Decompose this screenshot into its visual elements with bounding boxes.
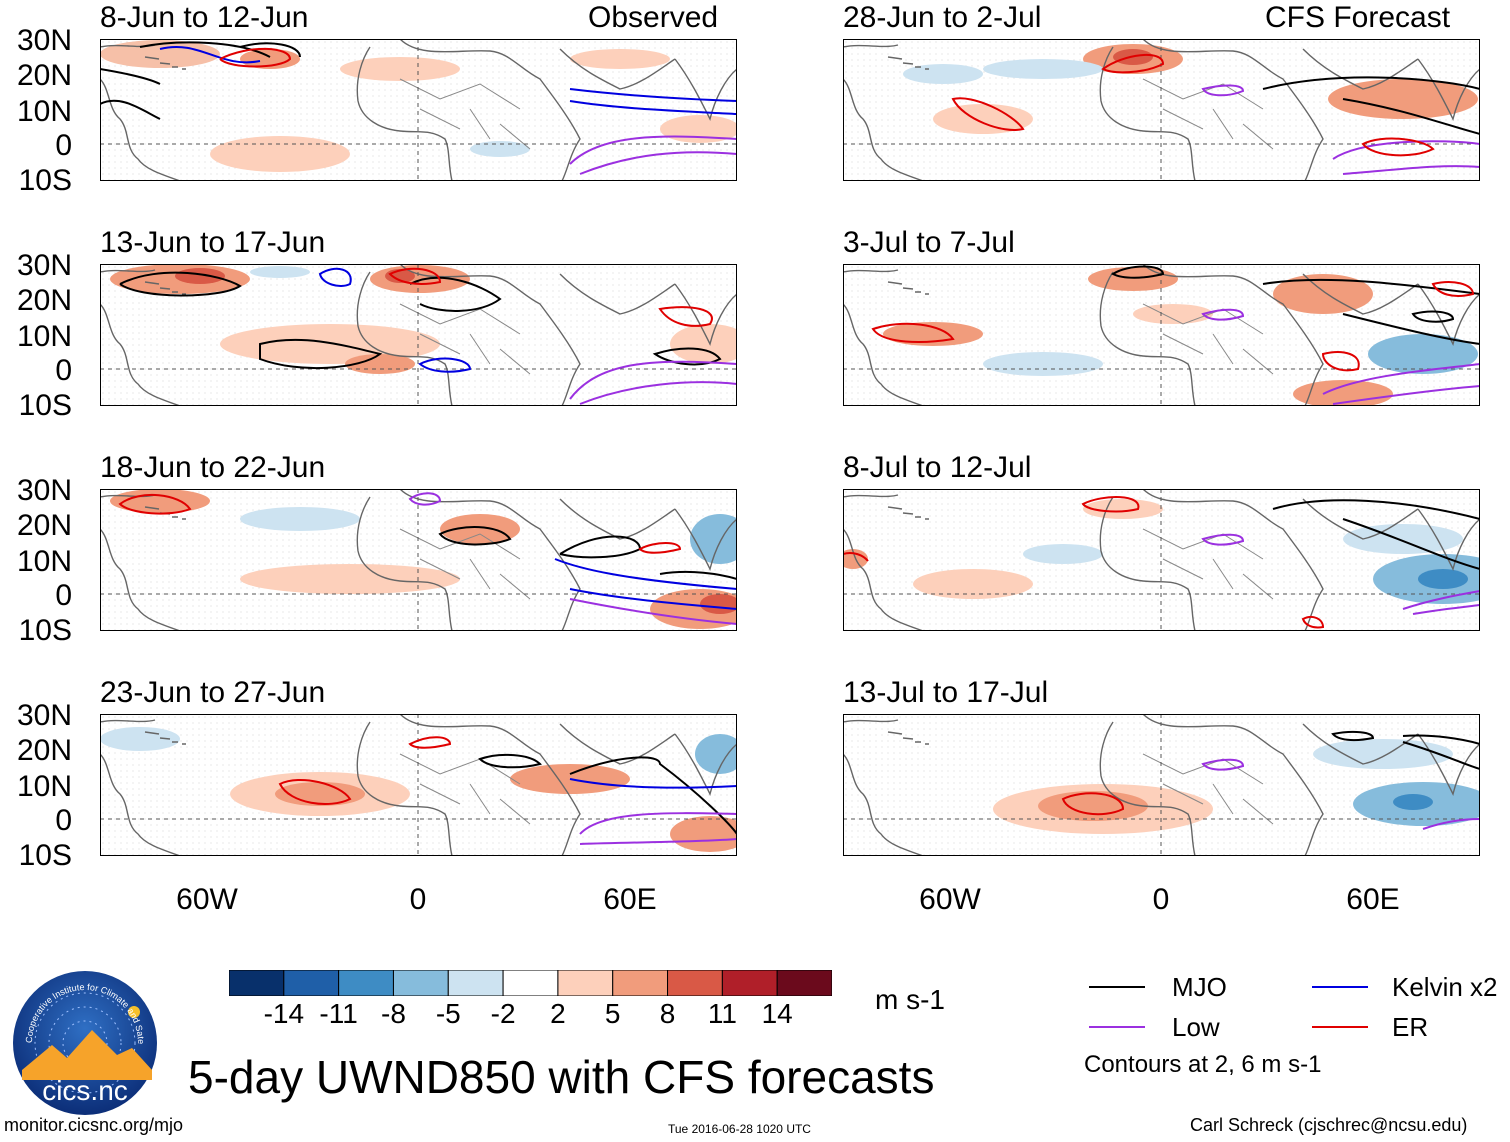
footer-timestamp: Tue 2016-06-28 1020 UTC bbox=[668, 1122, 811, 1136]
map-panel bbox=[843, 489, 1480, 631]
y-tick-label: 30N bbox=[16, 474, 72, 507]
map-panel bbox=[100, 39, 737, 181]
legend-label-low: Low bbox=[1172, 1012, 1220, 1042]
x-tick-label: 60E bbox=[603, 883, 657, 916]
logo-text: cics.nc bbox=[42, 1075, 128, 1106]
y-tick-label: 0 bbox=[55, 579, 72, 612]
y-tick-label: 30N bbox=[16, 699, 72, 732]
main-title: 5-day UWND850 with CFS forecasts bbox=[188, 1051, 935, 1103]
colorbar-label: -14 bbox=[263, 998, 305, 1029]
section-label-forecast: CFS Forecast bbox=[1265, 1, 1451, 34]
panel-title: 8-Jul to 12-Jul bbox=[843, 451, 1032, 484]
y-tick-label: 20N bbox=[16, 509, 72, 542]
colorbar-swatch bbox=[283, 969, 340, 997]
colorbar-swatch bbox=[338, 969, 394, 997]
colorbar-swatch bbox=[667, 969, 723, 997]
x-tick-label: 60W bbox=[176, 883, 238, 916]
x-tick-label: 60W bbox=[919, 883, 981, 916]
colorbar-swatch bbox=[447, 969, 504, 997]
section-label-observed: Observed bbox=[588, 1, 719, 34]
map-panel bbox=[843, 39, 1480, 181]
colorbar-swatch bbox=[502, 969, 559, 997]
colorbar-label: -11 bbox=[319, 998, 358, 1029]
map-panel bbox=[843, 714, 1480, 856]
colorbar-swatch bbox=[392, 969, 449, 997]
x-tick-label: 0 bbox=[409, 883, 427, 916]
legend-line-kelvin bbox=[1312, 986, 1368, 988]
y-tick-label: 10N bbox=[16, 95, 72, 128]
colorbar-swatch bbox=[228, 969, 285, 997]
footer-credit: Carl Schreck (cjschrec@ncsu.edu) bbox=[1190, 1115, 1468, 1135]
colorbar-swatch bbox=[721, 969, 778, 997]
colorbar-label: 5 bbox=[604, 998, 621, 1029]
legend-line-mjo bbox=[1089, 986, 1145, 988]
panel-title: 23-Jun to 27-Jun bbox=[100, 676, 326, 709]
y-tick-label: 0 bbox=[55, 129, 72, 162]
colorbar-swatch bbox=[612, 969, 669, 997]
colorbar-label: -8 bbox=[381, 998, 406, 1029]
y-tick-label: 30N bbox=[16, 249, 72, 282]
y-tick-label: 30N bbox=[16, 24, 72, 57]
y-tick-label: 10S bbox=[18, 614, 72, 647]
y-tick-label: 0 bbox=[55, 354, 72, 387]
colorbar-label: -5 bbox=[435, 998, 461, 1029]
map-panel bbox=[100, 264, 737, 406]
panel-title: 13-Jun to 17-Jun bbox=[100, 226, 326, 259]
cics-logo: cics.nc Cooperative Institute for Climat… bbox=[9, 962, 158, 1116]
colorbar-label: 2 bbox=[550, 998, 566, 1029]
legend-label-mjo: MJO bbox=[1172, 972, 1227, 1002]
colorbar-unit: m s-1 bbox=[875, 984, 945, 1015]
legend-line-er bbox=[1312, 1026, 1368, 1028]
y-tick-label: 20N bbox=[16, 284, 72, 317]
x-tick-label: 60E bbox=[1346, 883, 1400, 916]
y-tick-label: 10N bbox=[16, 545, 72, 578]
panel-title: 8-Jun to 12-Jun bbox=[100, 1, 309, 34]
y-tick-label: 10S bbox=[18, 389, 72, 422]
panel-title: 18-Jun to 22-Jun bbox=[100, 451, 326, 484]
y-tick-label: 10S bbox=[18, 164, 72, 197]
colorbar-swatch bbox=[776, 969, 833, 997]
y-tick-label: 10S bbox=[18, 839, 72, 872]
y-tick-label: 10N bbox=[16, 770, 72, 803]
legend-note: Contours at 2, 6 m s-1 bbox=[1084, 1051, 1322, 1078]
colorbar-label: -2 bbox=[490, 998, 516, 1029]
y-tick-label: 20N bbox=[16, 59, 72, 92]
map-panel bbox=[843, 264, 1480, 406]
legend-label-kelvin: Kelvin x2 bbox=[1392, 972, 1498, 1002]
legend-line-low bbox=[1089, 1026, 1145, 1028]
colorbar-label: 8 bbox=[659, 998, 676, 1029]
panel-title: 13-Jul to 17-Jul bbox=[843, 676, 1049, 709]
colorbar-swatch bbox=[557, 969, 614, 997]
panel-title: 28-Jun to 2-Jul bbox=[843, 1, 1042, 34]
footer-url[interactable]: monitor.cicsnc.org/mjo bbox=[4, 1115, 184, 1135]
map-panel bbox=[100, 489, 737, 631]
colorbar bbox=[228, 969, 833, 997]
panel-title: 3-Jul to 7-Jul bbox=[843, 226, 1015, 259]
y-tick-label: 10N bbox=[16, 320, 72, 353]
colorbar-label: 11 bbox=[707, 998, 737, 1029]
x-tick-label: 0 bbox=[1152, 883, 1170, 916]
y-tick-label: 20N bbox=[16, 734, 72, 767]
map-panel bbox=[100, 714, 737, 856]
y-tick-label: 0 bbox=[55, 804, 72, 837]
legend-label-er: ER bbox=[1392, 1012, 1429, 1042]
colorbar-label: 14 bbox=[761, 998, 793, 1029]
